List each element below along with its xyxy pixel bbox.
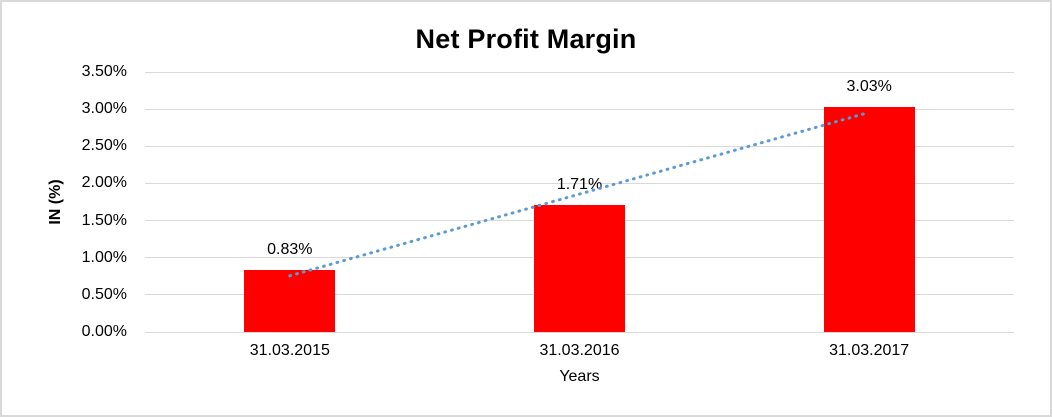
data-label: 0.83% [267,241,313,259]
x-axis-title: Years [559,368,600,385]
x-axis: 31.03.2015 31.03.2016 31.03.2017 [145,340,1014,362]
y-tick-label: 2.50% [81,137,127,155]
bar-31.03.2016 [534,204,625,332]
bar-31.03.2015 [244,270,336,332]
data-label: 1.71% [556,175,603,193]
gridline [145,71,1014,73]
y-tick-label: 1.50% [81,211,127,229]
y-tick-label: 0.00% [81,323,127,340]
bar-31.03.2017 [823,106,915,332]
plot-area: 0.83% 1.71% 3.03% [145,71,1014,333]
data-label: 3.03% [846,77,892,95]
gridline [145,108,1014,110]
x-category-label: 31.03.2017 [829,342,910,359]
gridline [145,331,1014,333]
y-axis: 0.00% 0.50% 1.00% 1.50% 2.00% 2.50% 3.00% 3.50% [2,63,127,340]
y-tick-label: 2.00% [81,174,127,192]
y-tick-label: 3.00% [81,100,127,118]
x-category-label: 31.03.2015 [249,342,330,359]
y-tick-label: 0.50% [81,285,127,303]
y-tick-label: 3.50% [81,63,127,80]
chart-title: Net Profit Margin [415,24,637,54]
y-tick-label: 1.00% [81,248,127,266]
x-category-label: 31.03.2016 [539,342,620,359]
